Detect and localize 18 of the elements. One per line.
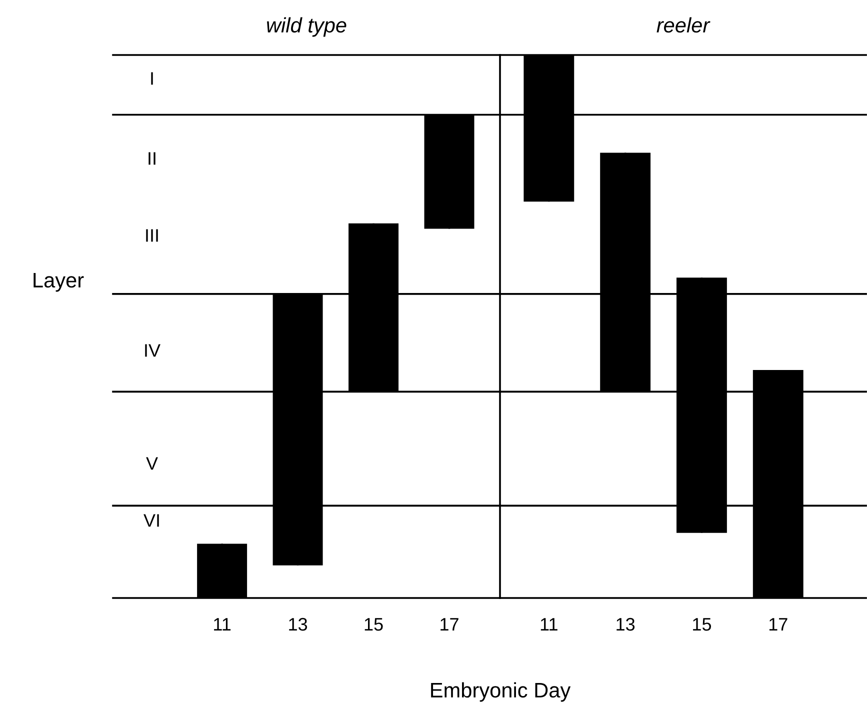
x-tick-label: 13 bbox=[616, 618, 635, 631]
text: III bbox=[146, 229, 158, 242]
text: I bbox=[151, 72, 153, 85]
x-tick-label: 15 bbox=[693, 618, 712, 631]
text: IV bbox=[145, 344, 160, 357]
x-tick-label: 11 bbox=[214, 618, 231, 631]
x-tick-label: 17 bbox=[769, 618, 788, 631]
x-axis-title: Embryonic Day bbox=[431, 682, 571, 702]
text: wild type bbox=[267, 17, 346, 37]
x-tick-label: 13 bbox=[289, 618, 308, 631]
x-tick-label: 11 bbox=[540, 618, 558, 631]
x-tick-label: 15 bbox=[364, 618, 383, 631]
text: V bbox=[146, 457, 158, 470]
y-axis-title: Layer bbox=[34, 273, 84, 292]
x-tick-label: 17 bbox=[440, 618, 458, 631]
text: reeler bbox=[656, 17, 710, 33]
text: II bbox=[148, 152, 156, 165]
text: VI bbox=[144, 514, 159, 527]
